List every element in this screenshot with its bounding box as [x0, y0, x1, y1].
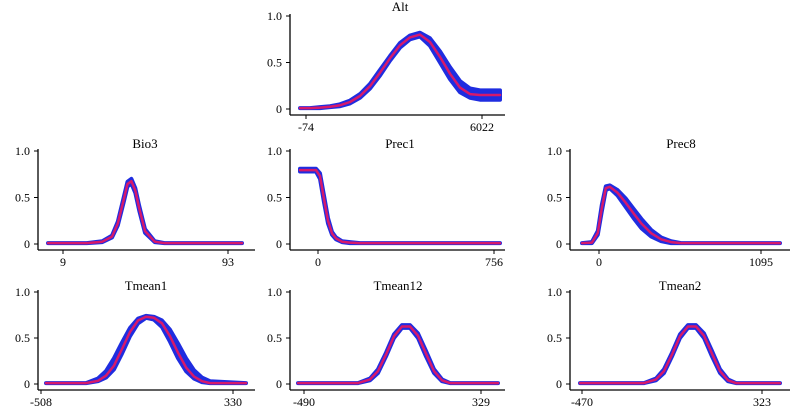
panel-title: Tmean2: [659, 278, 702, 293]
panel-title: Tmean1: [125, 278, 168, 293]
panel-prec1: 0 0.5 1.0 0 756 Prec1: [267, 136, 505, 269]
y-tick-label: 1.0: [267, 285, 282, 299]
y-tick-label: 0: [24, 237, 30, 251]
y-tick-label: 0: [276, 237, 282, 251]
confidence-band: [578, 323, 782, 386]
x-tick-label: -74: [298, 120, 314, 134]
response-curve-line: [580, 185, 782, 245]
x-tick-label: 330: [224, 395, 242, 409]
panel-tmean12: 0 0.5 1.0 -490 329 Tmean12: [267, 278, 505, 409]
panel-title: Prec1: [385, 136, 415, 151]
panel-title: Alt: [392, 0, 409, 14]
x-tick-label: -490: [293, 395, 315, 409]
panel-tmean1: 0 0.5 1.0 -508 330 Tmean1: [15, 278, 255, 409]
response-curve-line: [46, 179, 244, 245]
x-tick-label: 0: [596, 255, 602, 269]
x-tick-label: -508: [30, 395, 52, 409]
x-tick-label: 9: [60, 255, 66, 269]
panel-alt: 0 0.5 1.0 -74 6022 Alt: [267, 0, 505, 134]
y-tick-label: 1.0: [15, 144, 30, 158]
x-tick-label: 0: [315, 255, 321, 269]
response-curve-line: [298, 33, 502, 110]
panel-title: Prec8: [666, 136, 696, 151]
response-curve-line: [296, 325, 500, 385]
confidence-band: [580, 183, 782, 246]
x-tick-label: 323: [753, 395, 771, 409]
confidence-band: [46, 176, 244, 246]
y-tick-label: 0.5: [547, 331, 562, 345]
y-tick-label: 1.0: [15, 285, 30, 299]
y-tick-label: 1.0: [267, 144, 282, 158]
y-tick-label: 0: [276, 377, 282, 391]
y-tick-label: 1.0: [547, 285, 562, 299]
y-tick-label: 0.5: [267, 56, 282, 70]
panel-tmean2: 0 0.5 1.0 -470 323 Tmean2: [547, 278, 790, 409]
y-tick-label: 1.0: [267, 9, 282, 23]
y-tick-label: 0.5: [15, 331, 30, 345]
x-tick-label: 6022: [470, 120, 494, 134]
panel-title: Bio3: [132, 136, 157, 151]
y-tick-label: 0: [556, 377, 562, 391]
confidence-band: [44, 313, 248, 386]
y-tick-label: 0.5: [267, 191, 282, 205]
confidence-band: [296, 323, 500, 386]
y-tick-label: 0.5: [15, 191, 30, 205]
response-curve-line: [578, 325, 782, 385]
panel-bio3: 0 0.5 1.0 9 93 Bio3: [15, 136, 255, 269]
x-tick-label: 756: [485, 255, 503, 269]
y-tick-label: 0.5: [267, 331, 282, 345]
y-tick-label: 0: [276, 102, 282, 116]
panel-prec8: 0 0.5 1.0 0 1095 Prec8: [547, 136, 790, 269]
panel-title: Tmean12: [373, 278, 422, 293]
x-tick-label: 329: [472, 395, 490, 409]
y-tick-label: 0: [24, 377, 30, 391]
x-tick-label: -470: [571, 395, 593, 409]
response-curve-line: [298, 168, 502, 245]
confidence-band: [298, 166, 502, 246]
y-tick-label: 1.0: [547, 144, 562, 158]
x-tick-label: 1095: [749, 255, 773, 269]
response-curve-line: [44, 315, 248, 385]
y-tick-label: 0.5: [547, 191, 562, 205]
x-tick-label: 93: [222, 255, 234, 269]
y-tick-label: 0: [556, 237, 562, 251]
